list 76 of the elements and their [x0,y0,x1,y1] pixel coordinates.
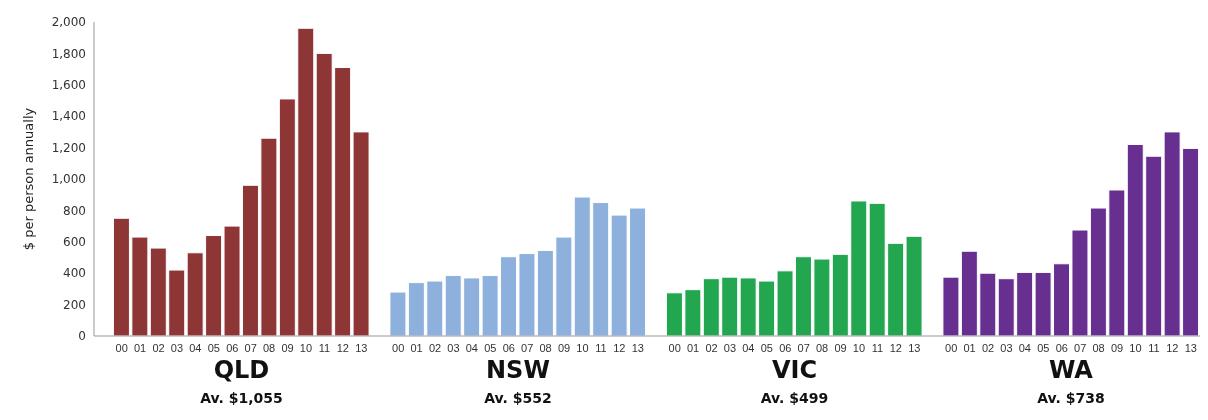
x-tick-label: 04 [465,341,479,354]
x-tick-label: 13 [631,341,644,354]
x-tick-label: 01 [133,341,147,354]
x-tick-label: 01 [963,341,976,354]
x-tick-label: 09 [281,341,294,354]
x-tick-label: 09 [834,341,847,354]
x-tick-label: 07 [1074,341,1087,354]
x-tick-label: 05 [207,341,220,354]
x-tick-label: 01 [686,341,700,354]
x-tick-label: 10 [299,341,313,354]
x-tick-label: 05 [484,341,497,354]
x-tick-label: 00 [392,341,405,354]
x-tick-label: 00 [945,341,958,354]
x-tick-label: 06 [502,341,515,354]
x-tick-label: 00 [115,341,128,354]
x-tick-label: 06 [1055,341,1068,354]
text: Av. $1,055 [199,390,284,406]
x-tick-label: 11 [595,341,607,354]
x-tick-label: 00 [668,341,681,354]
y-tick-label: 1,000 [51,172,86,187]
x-tick-label: 10 [576,341,589,354]
y-tick-label: 400 [63,266,86,281]
x-tick-label: 06 [779,341,792,354]
x-tick-label: 11 [318,341,331,354]
series-label: WA [1047,356,1094,384]
x-tick-label: 07 [797,341,810,354]
x-tick-label: 01 [410,341,423,354]
x-tick-label: 09 [557,341,571,354]
x-tick-label: 05 [1037,341,1050,354]
text: Av. $499 [759,390,830,406]
y-tick-label: 0 [78,329,86,344]
y-tick-label: 600 [63,235,86,250]
y-tick-label: 800 [63,203,86,218]
y-tick-label: 200 [63,297,86,312]
x-tick-label: 10 [1129,341,1142,354]
x-tick-label: 12 [613,341,626,354]
x-tick-label: 09 [1110,341,1124,354]
x-tick-label: 07 [244,341,257,354]
x-tick-label: 11 [871,341,884,354]
x-tick-label: 12 [889,341,902,354]
x-tick-label: 08 [1092,341,1105,354]
y-tick-label: 1,800 [51,46,86,61]
x-tick-label: 13 [908,341,921,354]
x-tick-label: 03 [447,341,460,354]
x-tick-label: 04 [742,341,755,354]
x-tick-label: 13 [1184,341,1197,354]
x-tick-label: 06 [226,341,239,354]
series-label: VIC [770,356,818,384]
text: Av. $738 [1036,390,1106,406]
series-label: QLD [212,356,271,384]
x-tick-label: 12 [1166,341,1179,354]
text: Av. $552 [483,390,553,406]
x-tick-label: 03 [170,341,184,354]
x-tick-label: 12 [336,341,349,354]
x-tick-label: 02 [705,341,718,354]
series-label: NSW [485,356,551,384]
y-tick-label: 1,400 [51,109,86,124]
y-tick-label: 2,000 [51,15,86,30]
y-axis-title: $ per person annually [20,107,36,251]
x-tick-label: 04 [1018,341,1032,354]
x-tick-label: 08 [815,341,829,354]
y-tick-label: 1,200 [51,140,86,155]
x-tick-label: 04 [189,341,202,354]
x-tick-label: 11 [1148,341,1160,354]
x-tick-label: 08 [262,341,276,354]
x-tick-label: 03 [1000,341,1013,354]
x-tick-label: 10 [852,341,866,354]
x-tick-label: 03 [723,341,737,354]
y-tick-label: 1,600 [51,78,86,93]
x-tick-label: 08 [539,341,552,354]
x-tick-label: 02 [981,341,995,354]
x-tick-label: 13 [355,341,368,354]
x-tick-label: 02 [428,341,442,354]
x-tick-label: 05 [760,341,773,354]
x-tick-label: 07 [521,341,534,354]
x-tick-label: 02 [152,341,165,354]
